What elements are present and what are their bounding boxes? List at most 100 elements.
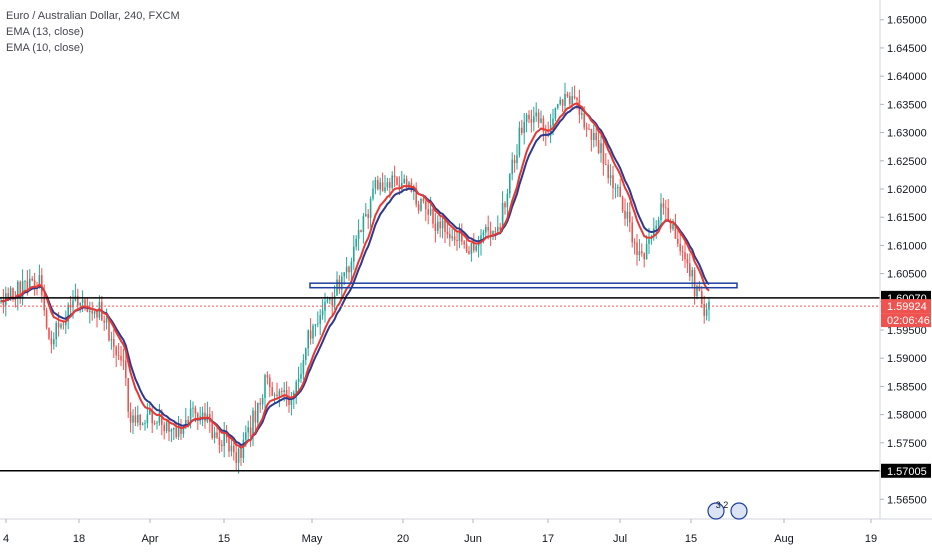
candle-body xyxy=(161,412,163,425)
candle-body xyxy=(446,232,449,234)
candle-body xyxy=(257,403,259,423)
candle-body xyxy=(345,266,348,273)
candle-body xyxy=(499,227,501,230)
candle-body xyxy=(420,198,422,211)
candle-body xyxy=(266,375,269,378)
candle-body xyxy=(187,419,189,424)
candle-body xyxy=(17,281,19,300)
candle-body xyxy=(631,222,633,243)
candle-body xyxy=(672,224,674,229)
candle-body xyxy=(129,411,132,423)
candle-body xyxy=(614,188,617,189)
candle-body xyxy=(665,207,667,209)
candle-body xyxy=(29,278,31,290)
candle-body xyxy=(535,112,537,117)
candle-body xyxy=(465,244,468,252)
candle-body xyxy=(554,107,557,119)
candle-body xyxy=(247,427,249,433)
candle-body xyxy=(170,429,173,432)
candle-body xyxy=(312,325,314,339)
x-tick-label: 19 xyxy=(865,533,877,545)
candle-body xyxy=(261,397,264,405)
candle-body xyxy=(149,410,151,415)
candle-body xyxy=(21,281,24,299)
candle-body xyxy=(12,288,14,299)
candle-body xyxy=(451,236,453,239)
candle-body xyxy=(564,93,566,106)
candle-body xyxy=(703,303,705,316)
candle-body xyxy=(245,432,247,440)
current-price-label-bg xyxy=(881,299,931,314)
candle-body xyxy=(684,252,686,260)
y-tick-label: 1.57500 xyxy=(887,438,927,450)
candle-body xyxy=(331,297,333,306)
candle-body xyxy=(525,114,528,122)
candle-body xyxy=(77,295,79,306)
candle-body xyxy=(343,272,345,277)
candle-body xyxy=(163,424,165,432)
y-tick-label: 1.62000 xyxy=(887,184,927,196)
candle-body xyxy=(230,445,233,452)
candle-body xyxy=(45,310,48,328)
candle-body xyxy=(285,390,288,398)
candle-body xyxy=(427,209,429,215)
candle-body xyxy=(657,220,660,226)
candle-body xyxy=(458,230,461,242)
candle-body xyxy=(557,104,559,108)
current-price-label: 1.59924 xyxy=(887,301,927,313)
candle-body xyxy=(674,224,677,239)
candle-body xyxy=(624,210,626,219)
x-tick-label: Jun xyxy=(464,533,482,545)
candle-body xyxy=(91,310,93,314)
candle-body xyxy=(146,414,149,424)
candle-body xyxy=(9,288,12,298)
candle-body xyxy=(182,427,185,434)
candle-body xyxy=(350,261,353,273)
candle-body xyxy=(497,227,499,232)
candle-body xyxy=(669,220,672,229)
candle-body xyxy=(218,437,221,445)
candle-body xyxy=(521,127,523,133)
candle-body xyxy=(254,410,257,423)
event-badges[interactable]: 3 2 xyxy=(707,500,748,520)
candle-body xyxy=(273,394,276,396)
candle-body xyxy=(597,140,600,153)
candle-body xyxy=(679,243,681,252)
candle-body xyxy=(607,164,609,179)
candle-body xyxy=(26,280,29,290)
x-tick-label: Aug xyxy=(774,533,794,545)
candle-body xyxy=(518,127,521,156)
candle-body xyxy=(132,415,134,423)
candle-body xyxy=(439,221,441,229)
candle-body xyxy=(180,427,182,434)
y-tick-label: 1.59000 xyxy=(887,353,927,365)
candle-body xyxy=(353,246,355,262)
candle-body xyxy=(473,243,475,251)
candle-body xyxy=(576,97,578,101)
candle-body xyxy=(173,427,175,430)
x-tick-label: 4 xyxy=(3,533,9,545)
y-tick-label: 1.63000 xyxy=(887,128,927,140)
current-price-label-countdown-bg xyxy=(881,313,931,328)
x-tick-label: 20 xyxy=(397,533,409,545)
candle-body xyxy=(259,403,261,405)
candle-body xyxy=(552,118,554,126)
candle-body xyxy=(482,232,485,236)
candle-body xyxy=(494,231,497,232)
candle-body xyxy=(398,184,401,190)
candle-body xyxy=(19,281,21,299)
candle-body xyxy=(55,322,57,340)
candle-body xyxy=(629,211,631,223)
candle-body xyxy=(360,230,362,233)
candle-body xyxy=(110,339,113,341)
x-tick-label: Jul xyxy=(613,533,627,545)
candle-body xyxy=(204,412,206,422)
candle-body xyxy=(595,132,597,141)
y-tick-label: 1.62500 xyxy=(887,156,927,168)
candle-body xyxy=(569,96,571,105)
y-tick-label: 1.61000 xyxy=(887,240,927,252)
candle-body xyxy=(134,415,137,423)
candle-body xyxy=(441,220,444,229)
